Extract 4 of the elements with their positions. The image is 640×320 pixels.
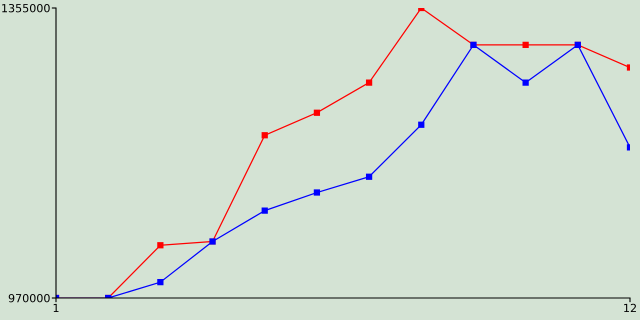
x-tick-label: 1 bbox=[54, 304, 59, 312]
y-tick-label: 970000 bbox=[8, 294, 50, 302]
y-tick-label: 1355000 bbox=[2, 4, 50, 12]
x-tick-label: 12 bbox=[624, 304, 636, 312]
